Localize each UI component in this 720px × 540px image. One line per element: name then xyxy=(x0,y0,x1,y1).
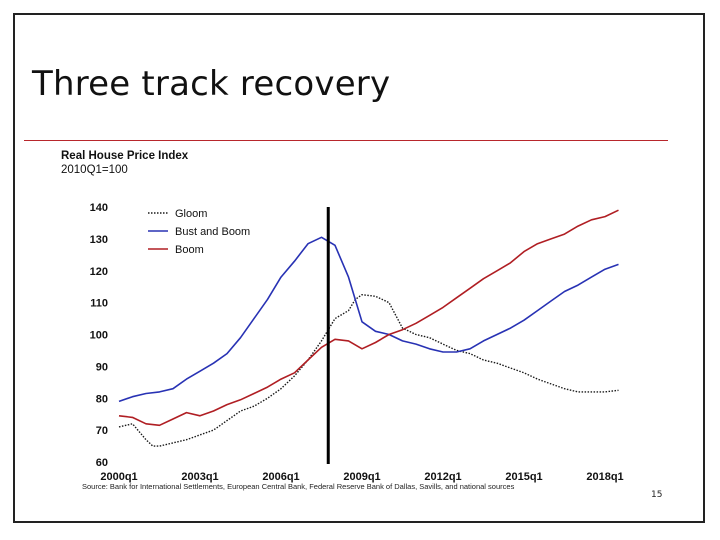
legend-label: Boom xyxy=(175,244,204,256)
y-tick-label: 100 xyxy=(90,330,108,342)
y-tick-label: 130 xyxy=(90,234,108,246)
series-layer xyxy=(118,207,619,464)
series-line-boom xyxy=(118,209,619,427)
source-note: Source: Bank for International Settlemen… xyxy=(82,482,515,491)
chart-subtitle: 2010Q1=100 xyxy=(61,164,128,176)
x-tick-label: 2000q1 xyxy=(100,471,137,483)
series-line-bust-and-boom xyxy=(118,236,619,403)
y-tick-label: 60 xyxy=(96,457,108,469)
legend-label: Gloom xyxy=(175,208,207,220)
slide-frame xyxy=(13,13,705,523)
y-tick-label: 90 xyxy=(96,361,108,373)
series-line-gloom xyxy=(118,294,619,447)
x-tick-label: 2012q1 xyxy=(424,471,461,483)
slide-title: Three track recovery xyxy=(32,64,391,104)
y-tick-label: 120 xyxy=(90,266,108,278)
y-tick-label: 140 xyxy=(90,202,108,214)
legend-label: Bust and Boom xyxy=(175,226,250,238)
chart-title: Real House Price Index xyxy=(61,150,189,162)
y-axis: 60 70 80 90 100 110 120 130 140 xyxy=(90,202,108,469)
title-divider xyxy=(24,140,668,141)
y-tick-label: 70 xyxy=(96,425,108,437)
x-tick-label: 2006q1 xyxy=(262,471,299,483)
page-number: 15 xyxy=(651,490,663,500)
legend: Gloom Bust and Boom Boom xyxy=(148,208,250,256)
x-axis: 2000q1 2003q1 2006q1 2009q1 2012q1 2015q1 2018… xyxy=(100,471,623,483)
y-tick-label: 80 xyxy=(96,393,108,405)
y-tick-label: 110 xyxy=(90,298,108,310)
x-tick-label: 2018q1 xyxy=(586,471,623,483)
x-tick-label: 2015q1 xyxy=(505,471,542,483)
x-tick-label: 2009q1 xyxy=(343,471,380,483)
x-tick-label: 2003q1 xyxy=(181,471,218,483)
